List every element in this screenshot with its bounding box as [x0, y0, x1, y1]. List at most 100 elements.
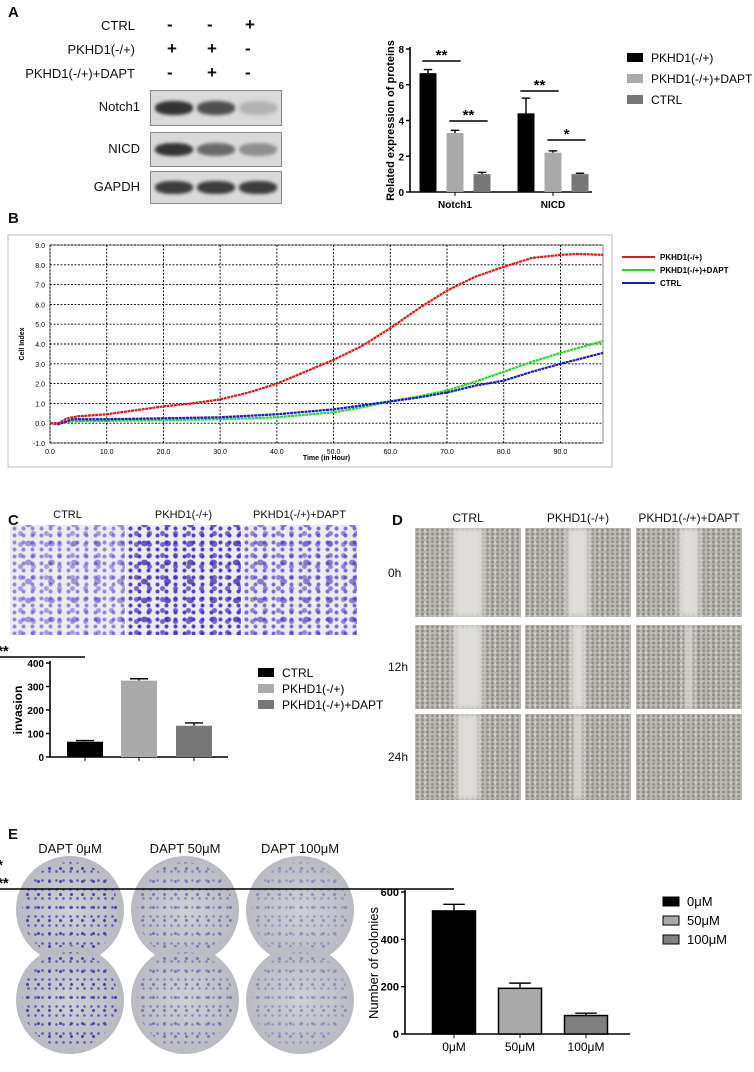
significance-marker: ** — [534, 77, 546, 94]
condition-sign: - — [245, 63, 251, 82]
wound-row-label: 12h — [388, 660, 409, 674]
legend-label: PKHD1(-/+)+DAPT — [660, 266, 729, 275]
y-tick-label: 2.0 — [35, 382, 45, 389]
condition-sign: + — [245, 15, 255, 34]
x-tick-label: 70.0 — [440, 449, 454, 456]
y-axis-label: Related expression of proteins — [385, 40, 397, 201]
colony-column-label: DAPT 0μM — [38, 841, 102, 856]
colony-dish — [246, 946, 354, 1054]
transwell-image — [10, 525, 125, 635]
transwell-image — [126, 525, 241, 635]
wound-gap — [454, 625, 482, 709]
blot-band — [155, 142, 193, 157]
legend-label: PKHD1(-/+) — [651, 51, 713, 65]
wound-gap — [457, 714, 479, 800]
y-tick-label: 5.0 — [35, 322, 45, 329]
x-tick-label: 20.0 — [157, 449, 171, 456]
condition-sign: - — [167, 63, 173, 82]
colonies — [22, 952, 118, 1048]
x-tick-label: 40.0 — [270, 449, 284, 456]
y-tick-label: 6.0 — [35, 302, 45, 309]
legend-swatch — [258, 700, 274, 709]
legend-label: PKHD1(-/+)+DAPT — [651, 72, 753, 86]
transwell-column-label: PKHD1(-/+)+DAPT — [253, 509, 346, 521]
condition-label: PKHD1(-/+)+DAPT — [25, 66, 135, 81]
wound-gap — [686, 625, 692, 709]
colonies — [252, 952, 348, 1048]
blot-band — [239, 181, 277, 194]
condition-sign: + — [207, 39, 217, 58]
series-line — [50, 339, 604, 425]
panel-label-e: E — [8, 826, 19, 843]
colony-dish — [16, 856, 124, 964]
bar — [67, 741, 103, 757]
legend-label: CTRL — [651, 93, 683, 107]
x-tick-label: NICD — [541, 200, 565, 211]
wound-image — [525, 625, 631, 709]
condition-sign: + — [207, 63, 217, 82]
blot-band — [239, 101, 277, 115]
bar — [176, 725, 212, 757]
colonies — [22, 862, 118, 958]
wound-image — [636, 528, 742, 617]
y-tick-label: 400 — [381, 934, 399, 946]
significance-marker: *** — [0, 643, 9, 660]
y-tick-label: 4 — [398, 117, 404, 128]
y-tick-label: 0 — [38, 753, 44, 764]
panel-label-b: B — [8, 210, 19, 227]
panel-label-d: D — [392, 512, 403, 529]
y-axis-label: Number of colonies — [366, 907, 381, 1019]
wound-column-label: PKHD1(-/+)+DAPT — [638, 511, 740, 525]
condition-sign: - — [245, 39, 251, 58]
blot-band — [239, 142, 277, 157]
legend-label: PKHD1(-/+) — [660, 253, 702, 262]
y-tick-label: 1.0 — [35, 401, 45, 408]
y-tick-label: 8.0 — [35, 263, 45, 270]
y-tick-label: 0 — [393, 1029, 399, 1041]
bar — [431, 910, 477, 1035]
legend-label: PKHD1(-/+)+DAPT — [282, 698, 384, 712]
x-tick-label: 90.0 — [554, 449, 568, 456]
blot-band — [155, 101, 193, 115]
wound-gap — [567, 528, 589, 617]
panel-label-a: A — [8, 4, 19, 21]
legend-swatch — [258, 668, 274, 677]
bar — [446, 133, 464, 192]
wound-column-label: PKHD1(-/+) — [546, 511, 610, 525]
y-tick-label: 200 — [381, 982, 399, 994]
condition-label: CTRL — [101, 18, 135, 33]
bar — [419, 73, 437, 192]
x-tick-label: 0μM — [442, 1040, 466, 1054]
legend-swatch — [627, 74, 643, 83]
wound-image — [415, 714, 521, 800]
wound-gap — [453, 528, 483, 617]
legend-swatch — [627, 95, 643, 104]
transwell-image — [242, 525, 357, 635]
y-tick-label: 2 — [398, 152, 404, 163]
wound-image — [525, 714, 631, 800]
significance-marker: * — [564, 126, 570, 143]
y-tick-label: 100 — [27, 730, 44, 741]
y-tick-label: 4.0 — [35, 342, 45, 349]
wound-gap — [574, 714, 582, 800]
legend-label: 0μM — [687, 894, 713, 909]
blot-band — [155, 181, 193, 194]
wound-image — [636, 714, 742, 800]
y-tick-label: 3.0 — [35, 362, 45, 369]
blot-band — [197, 181, 235, 194]
colony-dish — [16, 946, 124, 1054]
significance-marker: * — [0, 857, 3, 874]
colony-dish — [131, 946, 239, 1054]
y-tick-label: -1.0 — [33, 441, 45, 448]
legend-label: PKHD1(-/+) — [282, 682, 344, 696]
bar — [497, 987, 543, 1035]
panel-label-c: C — [8, 512, 19, 529]
blot-strip — [150, 132, 282, 167]
colonies — [137, 952, 233, 1048]
y-tick-label: 6 — [398, 81, 404, 92]
legend-swatch — [258, 684, 274, 693]
x-axis-label: Time (in Hour) — [303, 455, 350, 462]
y-tick-label: 9.0 — [35, 243, 45, 250]
wound-image — [415, 528, 521, 617]
wound-column-label: CTRL — [452, 511, 484, 525]
